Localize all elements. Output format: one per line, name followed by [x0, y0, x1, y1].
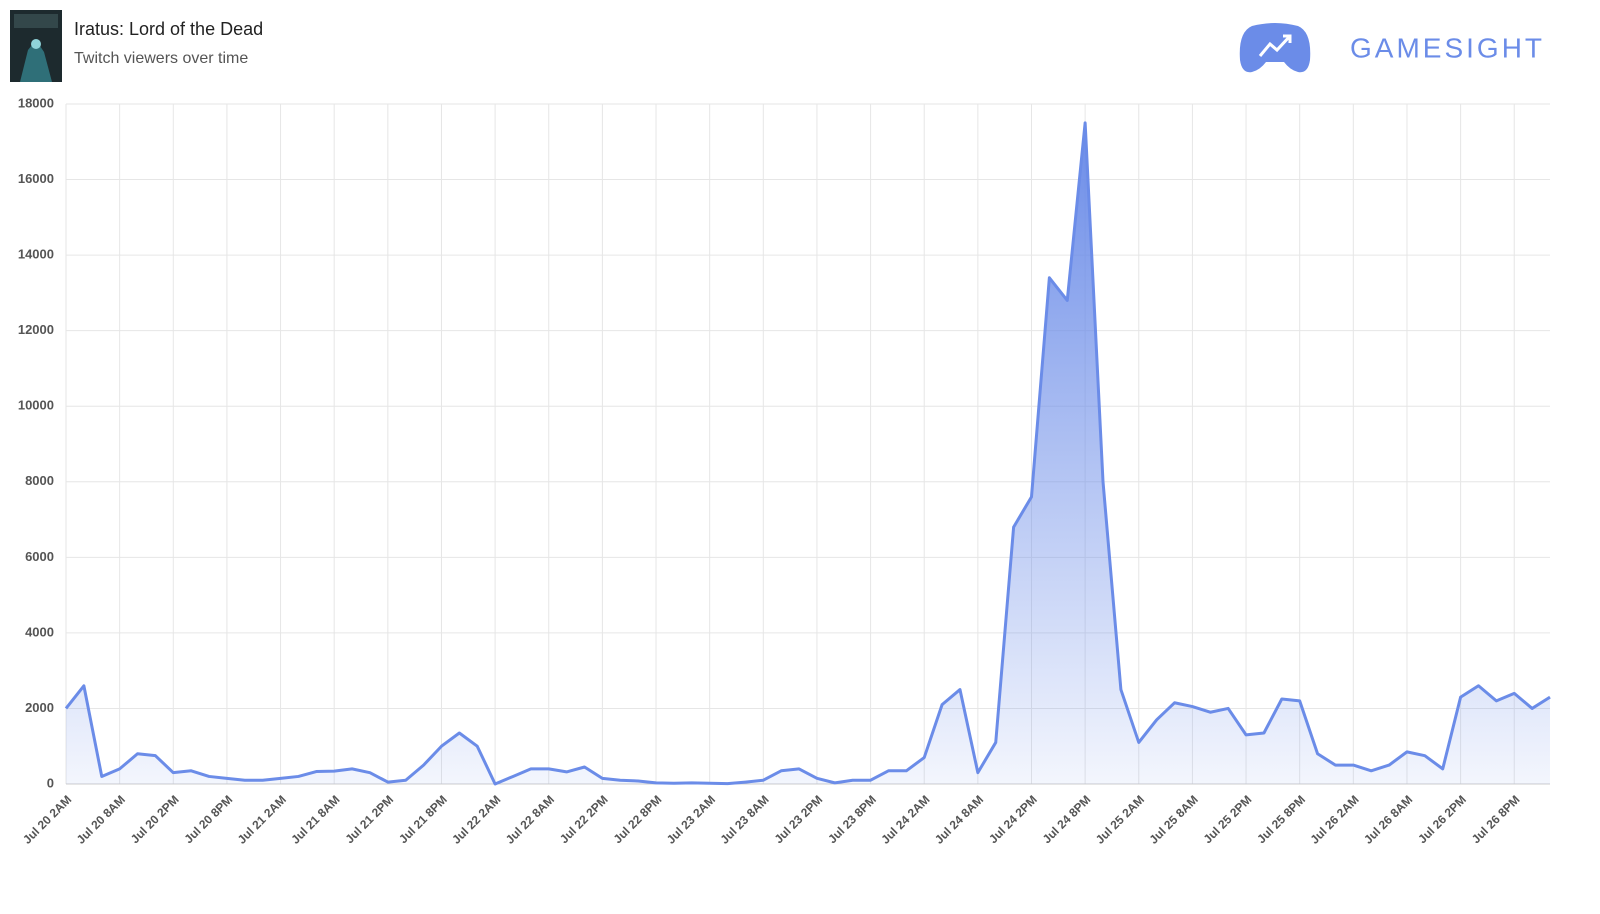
- y-tick-label: 14000: [18, 247, 54, 262]
- x-tick-label: Jul 20 2PM: [128, 792, 182, 846]
- y-tick-label: 18000: [18, 95, 54, 110]
- x-tick-label: Jul 24 8AM: [932, 792, 986, 846]
- x-tick-label: Jul 23 8AM: [717, 792, 771, 846]
- game-icon: [10, 10, 62, 82]
- line: [64, 121, 1551, 786]
- chart-subtitle: Twitch viewers over time: [74, 50, 248, 67]
- x-tick-label: Jul 25 8PM: [1254, 792, 1308, 846]
- x-tick-label: Jul 25 2PM: [1201, 792, 1255, 846]
- x-tick-label: Jul 20 8AM: [74, 792, 128, 846]
- x-tick-label: Jul 24 8PM: [1040, 792, 1094, 846]
- x-tick-label: Jul 26 8PM: [1469, 792, 1523, 846]
- x-tick-label: Jul 21 2AM: [235, 792, 289, 846]
- x-tick-label: Jul 26 2PM: [1415, 792, 1469, 846]
- x-tick-label: Jul 23 2PM: [772, 792, 826, 846]
- x-tick-label: Jul 20 2AM: [20, 792, 74, 846]
- x-tick-label: Jul 23 8PM: [825, 792, 879, 846]
- chart-title: Iratus: Lord of the Dead: [74, 19, 263, 39]
- y-tick-label: 4000: [25, 624, 54, 639]
- y-tick-label: 8000: [25, 473, 54, 488]
- x-tick-label: Jul 21 8PM: [396, 792, 450, 846]
- x-tick-label: Jul 25 8AM: [1147, 792, 1201, 846]
- x-tick-label: Jul 24 2AM: [878, 792, 932, 846]
- x-tick-label: Jul 26 8AM: [1361, 792, 1415, 846]
- plot: 0 2000 4000 6000 8000 10000 12000 14000 16000 180…: [18, 95, 1551, 847]
- x-tick-label: Jul 20 8PM: [182, 792, 236, 846]
- y-tick-label: 12000: [18, 322, 54, 337]
- x-tick-label: Jul 22 8PM: [611, 792, 665, 846]
- x-tick-label: Jul 21 8AM: [288, 792, 342, 846]
- x-tick-label: Jul 23 2AM: [664, 792, 718, 846]
- y-tick-label: 2000: [25, 700, 54, 715]
- x-tick-label: Jul 21 2PM: [342, 792, 396, 846]
- brand-logo: [1239, 23, 1311, 73]
- y-tick-label: 10000: [18, 398, 54, 413]
- x-tick-label: Jul 24 2PM: [986, 792, 1040, 846]
- x-tick-label: Jul 22 8AM: [503, 792, 557, 846]
- y-tick-label: 16000: [18, 171, 54, 186]
- x-tick-label: Jul 26 2AM: [1307, 792, 1361, 846]
- brand-name: GAMESIGHT: [1350, 32, 1545, 63]
- area: [66, 122, 1550, 784]
- y-tick-label: 0: [47, 775, 54, 790]
- x-tick-label: Jul 25 2AM: [1093, 792, 1147, 846]
- x-tick-label: Jul 22 2AM: [449, 792, 503, 846]
- x-tick-label: Jul 22 2PM: [557, 792, 611, 846]
- y-tick-label: 6000: [25, 549, 54, 564]
